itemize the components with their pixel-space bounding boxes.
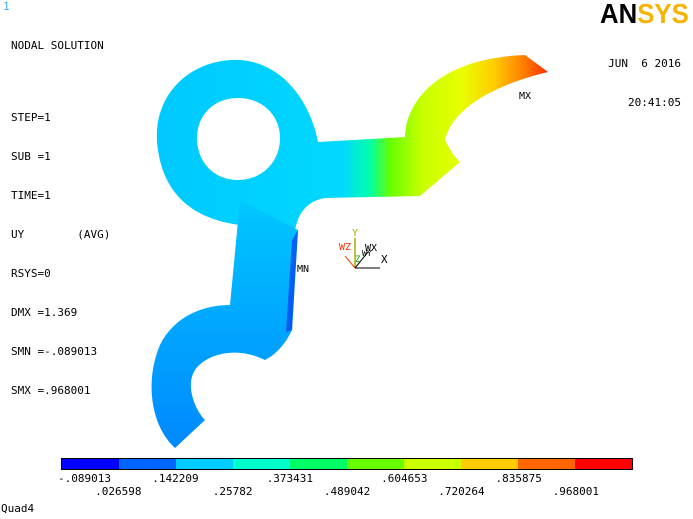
date-label: JUN 6 2016 [608,57,681,70]
legend-color-swatch-1 [119,459,176,469]
bracket-lower-body [151,200,298,448]
triad-wx-label: WX [365,243,377,254]
legend-color-swatch-4 [290,459,347,469]
logo-part-an: AN [600,0,638,29]
min-band [286,230,298,332]
triad-z-label: Z [355,255,361,265]
legend-tick-label: .026598 [95,485,142,498]
legend-color-swatch-0 [62,459,119,469]
triad-z-axis [344,255,356,269]
contour-legend-bar [61,458,633,470]
legend-color-swatch-6 [404,459,461,469]
logo-part-sys: SYS [637,0,689,29]
coordinate-triad: Y X Z WZ WX WY [339,228,388,269]
legend-color-swatch-7 [461,459,518,469]
legend-tick-label: .604653 [381,472,428,485]
legend-tick-label: .142209 [152,472,199,485]
legend-color-swatch-5 [347,459,404,469]
result-item-label: UY (AVG) [11,228,111,241]
triad-wy-label: WY [362,249,372,258]
step-label: STEP=1 [11,111,51,124]
triad-x-label: X [381,253,388,266]
legend-color-swatch-9 [575,459,632,469]
legend-tick-label: -.089013 [58,472,111,485]
legend-tick-label: .720264 [438,485,485,498]
solution-title: NODAL SOLUTION [11,39,104,52]
element-type-label: Quad4 [1,502,35,515]
substep-label: SUB =1 [11,150,51,163]
time-label: TIME=1 [11,189,51,202]
date-time-block: JUN 6 2016 20:41:05 [608,31,681,122]
time-of-day-label: 20:41:05 [628,96,681,109]
legend-color-swatch-3 [233,459,290,469]
smn-label: SMN =-.089013 [11,345,98,358]
rsys-label: RSYS=0 [11,267,51,280]
max-marker-label: MX [519,91,531,102]
result-info-block: NODAL SOLUTION STEP=1 SUB =1 TIME=1 UY (… [11,13,110,410]
dmx-label: DMX =1.369 [11,306,78,319]
legend-tick-label: .373431 [266,472,314,485]
triad-w-axis [354,251,369,269]
window-number: 1 [3,0,10,13]
min-marker-label: MN [297,264,309,275]
triad-y-label: Y [352,228,358,239]
legend-tick-label: .968001 [552,485,600,498]
triad-wz-label: WZ [339,242,351,253]
smx-label: SMX =.968001 [11,384,91,397]
legend-color-swatch-8 [518,459,575,469]
ansys-logo: ANSYS [600,0,689,28]
legend-tick-label: .489042 [323,485,371,498]
legend-tick-label: .835875 [495,472,542,485]
legend-tick-label: .25782 [212,485,253,498]
legend-color-swatch-2 [176,459,233,469]
